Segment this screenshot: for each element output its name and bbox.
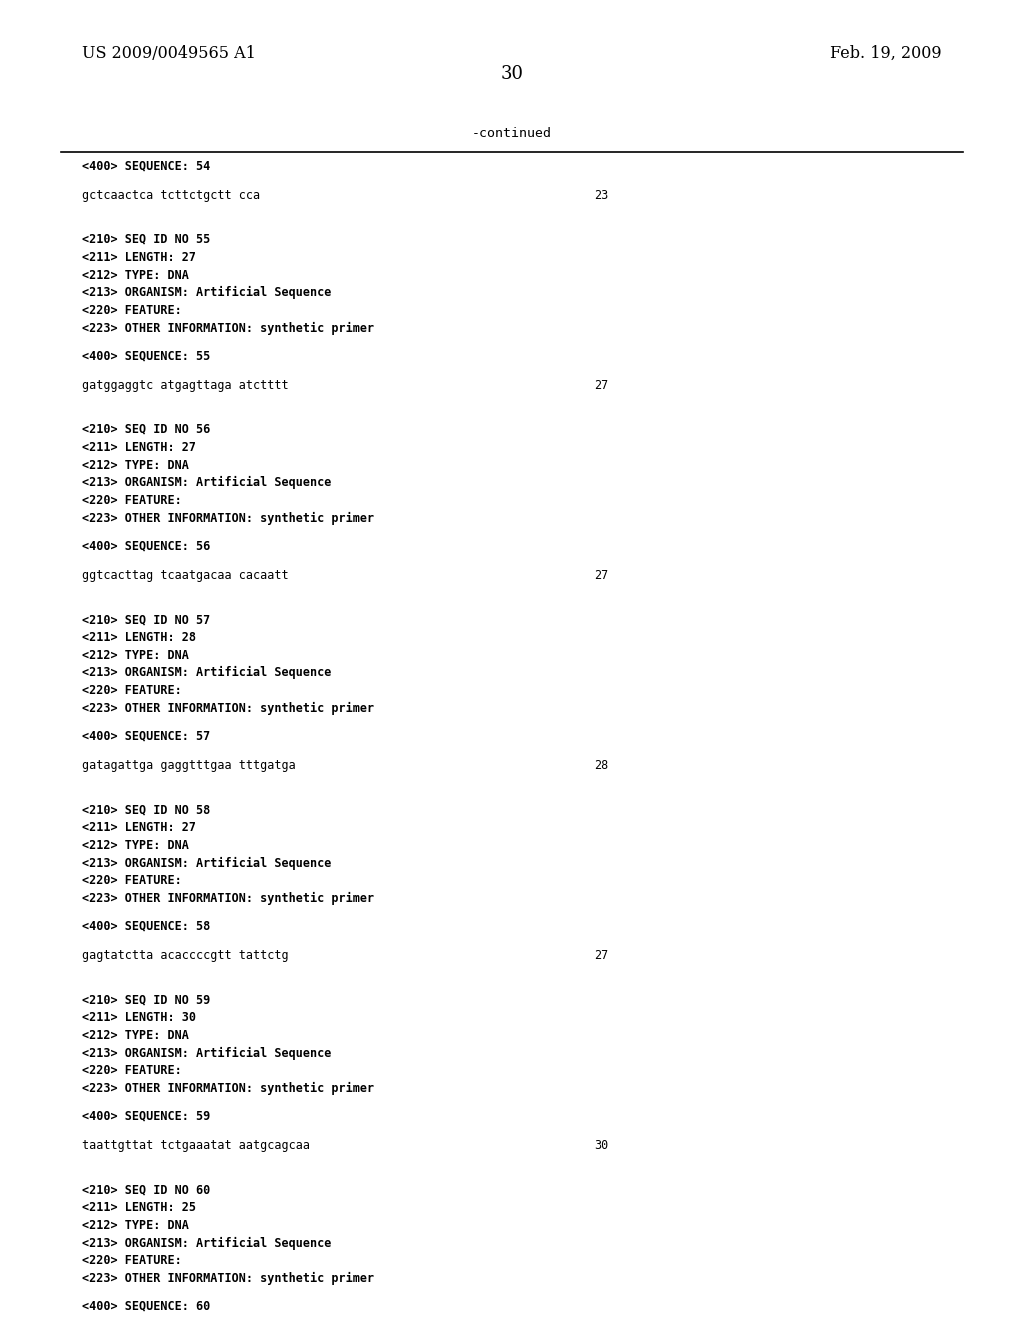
Text: 30: 30 xyxy=(501,65,523,83)
Text: <220> FEATURE:: <220> FEATURE: xyxy=(82,494,181,507)
Text: <210> SEQ ID NO 56: <210> SEQ ID NO 56 xyxy=(82,422,210,436)
Text: <211> LENGTH: 30: <211> LENGTH: 30 xyxy=(82,1011,196,1024)
Text: 30: 30 xyxy=(594,1139,608,1152)
Text: <211> LENGTH: 25: <211> LENGTH: 25 xyxy=(82,1201,196,1214)
Text: <400> SEQUENCE: 58: <400> SEQUENCE: 58 xyxy=(82,920,210,932)
Text: <400> SEQUENCE: 60: <400> SEQUENCE: 60 xyxy=(82,1300,210,1312)
Text: <220> FEATURE:: <220> FEATURE: xyxy=(82,304,181,317)
Text: <211> LENGTH: 27: <211> LENGTH: 27 xyxy=(82,441,196,454)
Text: <400> SEQUENCE: 56: <400> SEQUENCE: 56 xyxy=(82,540,210,552)
Text: <212> TYPE: DNA: <212> TYPE: DNA xyxy=(82,648,188,661)
Text: <213> ORGANISM: Artificial Sequence: <213> ORGANISM: Artificial Sequence xyxy=(82,667,332,680)
Text: -continued: -continued xyxy=(472,127,552,140)
Text: <213> ORGANISM: Artificial Sequence: <213> ORGANISM: Artificial Sequence xyxy=(82,477,332,490)
Text: <212> TYPE: DNA: <212> TYPE: DNA xyxy=(82,458,188,471)
Text: gatagattga gaggtttgaa tttgatga: gatagattga gaggtttgaa tttgatga xyxy=(82,759,296,772)
Text: <212> TYPE: DNA: <212> TYPE: DNA xyxy=(82,838,188,851)
Text: <210> SEQ ID NO 55: <210> SEQ ID NO 55 xyxy=(82,232,210,246)
Text: <220> FEATURE:: <220> FEATURE: xyxy=(82,874,181,887)
Text: <400> SEQUENCE: 59: <400> SEQUENCE: 59 xyxy=(82,1110,210,1122)
Text: <213> ORGANISM: Artificial Sequence: <213> ORGANISM: Artificial Sequence xyxy=(82,857,332,870)
Text: gctcaactca tcttctgctt cca: gctcaactca tcttctgctt cca xyxy=(82,189,260,202)
Text: <223> OTHER INFORMATION: synthetic primer: <223> OTHER INFORMATION: synthetic prime… xyxy=(82,1082,374,1096)
Text: US 2009/0049565 A1: US 2009/0049565 A1 xyxy=(82,45,256,62)
Text: <223> OTHER INFORMATION: synthetic primer: <223> OTHER INFORMATION: synthetic prime… xyxy=(82,1272,374,1286)
Text: <210> SEQ ID NO 59: <210> SEQ ID NO 59 xyxy=(82,993,210,1006)
Text: <212> TYPE: DNA: <212> TYPE: DNA xyxy=(82,268,188,281)
Text: <213> ORGANISM: Artificial Sequence: <213> ORGANISM: Artificial Sequence xyxy=(82,1237,332,1250)
Text: gatggaggtc atgagttaga atctttt: gatggaggtc atgagttaga atctttt xyxy=(82,379,289,392)
Text: <211> LENGTH: 28: <211> LENGTH: 28 xyxy=(82,631,196,644)
Text: <211> LENGTH: 27: <211> LENGTH: 27 xyxy=(82,251,196,264)
Text: <210> SEQ ID NO 57: <210> SEQ ID NO 57 xyxy=(82,612,210,626)
Text: <223> OTHER INFORMATION: synthetic primer: <223> OTHER INFORMATION: synthetic prime… xyxy=(82,702,374,715)
Text: 27: 27 xyxy=(594,949,608,962)
Text: <211> LENGTH: 27: <211> LENGTH: 27 xyxy=(82,821,196,834)
Text: <223> OTHER INFORMATION: synthetic primer: <223> OTHER INFORMATION: synthetic prime… xyxy=(82,322,374,335)
Text: gagtatctta acaccccgtt tattctg: gagtatctta acaccccgtt tattctg xyxy=(82,949,289,962)
Text: <220> FEATURE:: <220> FEATURE: xyxy=(82,1064,181,1077)
Text: taattgttat tctgaaatat aatgcagcaa: taattgttat tctgaaatat aatgcagcaa xyxy=(82,1139,310,1152)
Text: 27: 27 xyxy=(594,379,608,392)
Text: <210> SEQ ID NO 60: <210> SEQ ID NO 60 xyxy=(82,1183,210,1196)
Text: <400> SEQUENCE: 54: <400> SEQUENCE: 54 xyxy=(82,160,210,172)
Text: 28: 28 xyxy=(594,759,608,772)
Text: <220> FEATURE:: <220> FEATURE: xyxy=(82,1254,181,1267)
Text: <400> SEQUENCE: 57: <400> SEQUENCE: 57 xyxy=(82,730,210,742)
Text: <220> FEATURE:: <220> FEATURE: xyxy=(82,684,181,697)
Text: 27: 27 xyxy=(594,569,608,582)
Text: <223> OTHER INFORMATION: synthetic primer: <223> OTHER INFORMATION: synthetic prime… xyxy=(82,512,374,525)
Text: <210> SEQ ID NO 58: <210> SEQ ID NO 58 xyxy=(82,803,210,816)
Text: Feb. 19, 2009: Feb. 19, 2009 xyxy=(830,45,942,62)
Text: <212> TYPE: DNA: <212> TYPE: DNA xyxy=(82,1028,188,1041)
Text: <213> ORGANISM: Artificial Sequence: <213> ORGANISM: Artificial Sequence xyxy=(82,1047,332,1060)
Text: <223> OTHER INFORMATION: synthetic primer: <223> OTHER INFORMATION: synthetic prime… xyxy=(82,892,374,906)
Text: 23: 23 xyxy=(594,189,608,202)
Text: <400> SEQUENCE: 55: <400> SEQUENCE: 55 xyxy=(82,350,210,362)
Text: <212> TYPE: DNA: <212> TYPE: DNA xyxy=(82,1218,188,1232)
Text: ggtcacttag tcaatgacaa cacaatt: ggtcacttag tcaatgacaa cacaatt xyxy=(82,569,289,582)
Text: <213> ORGANISM: Artificial Sequence: <213> ORGANISM: Artificial Sequence xyxy=(82,286,332,300)
